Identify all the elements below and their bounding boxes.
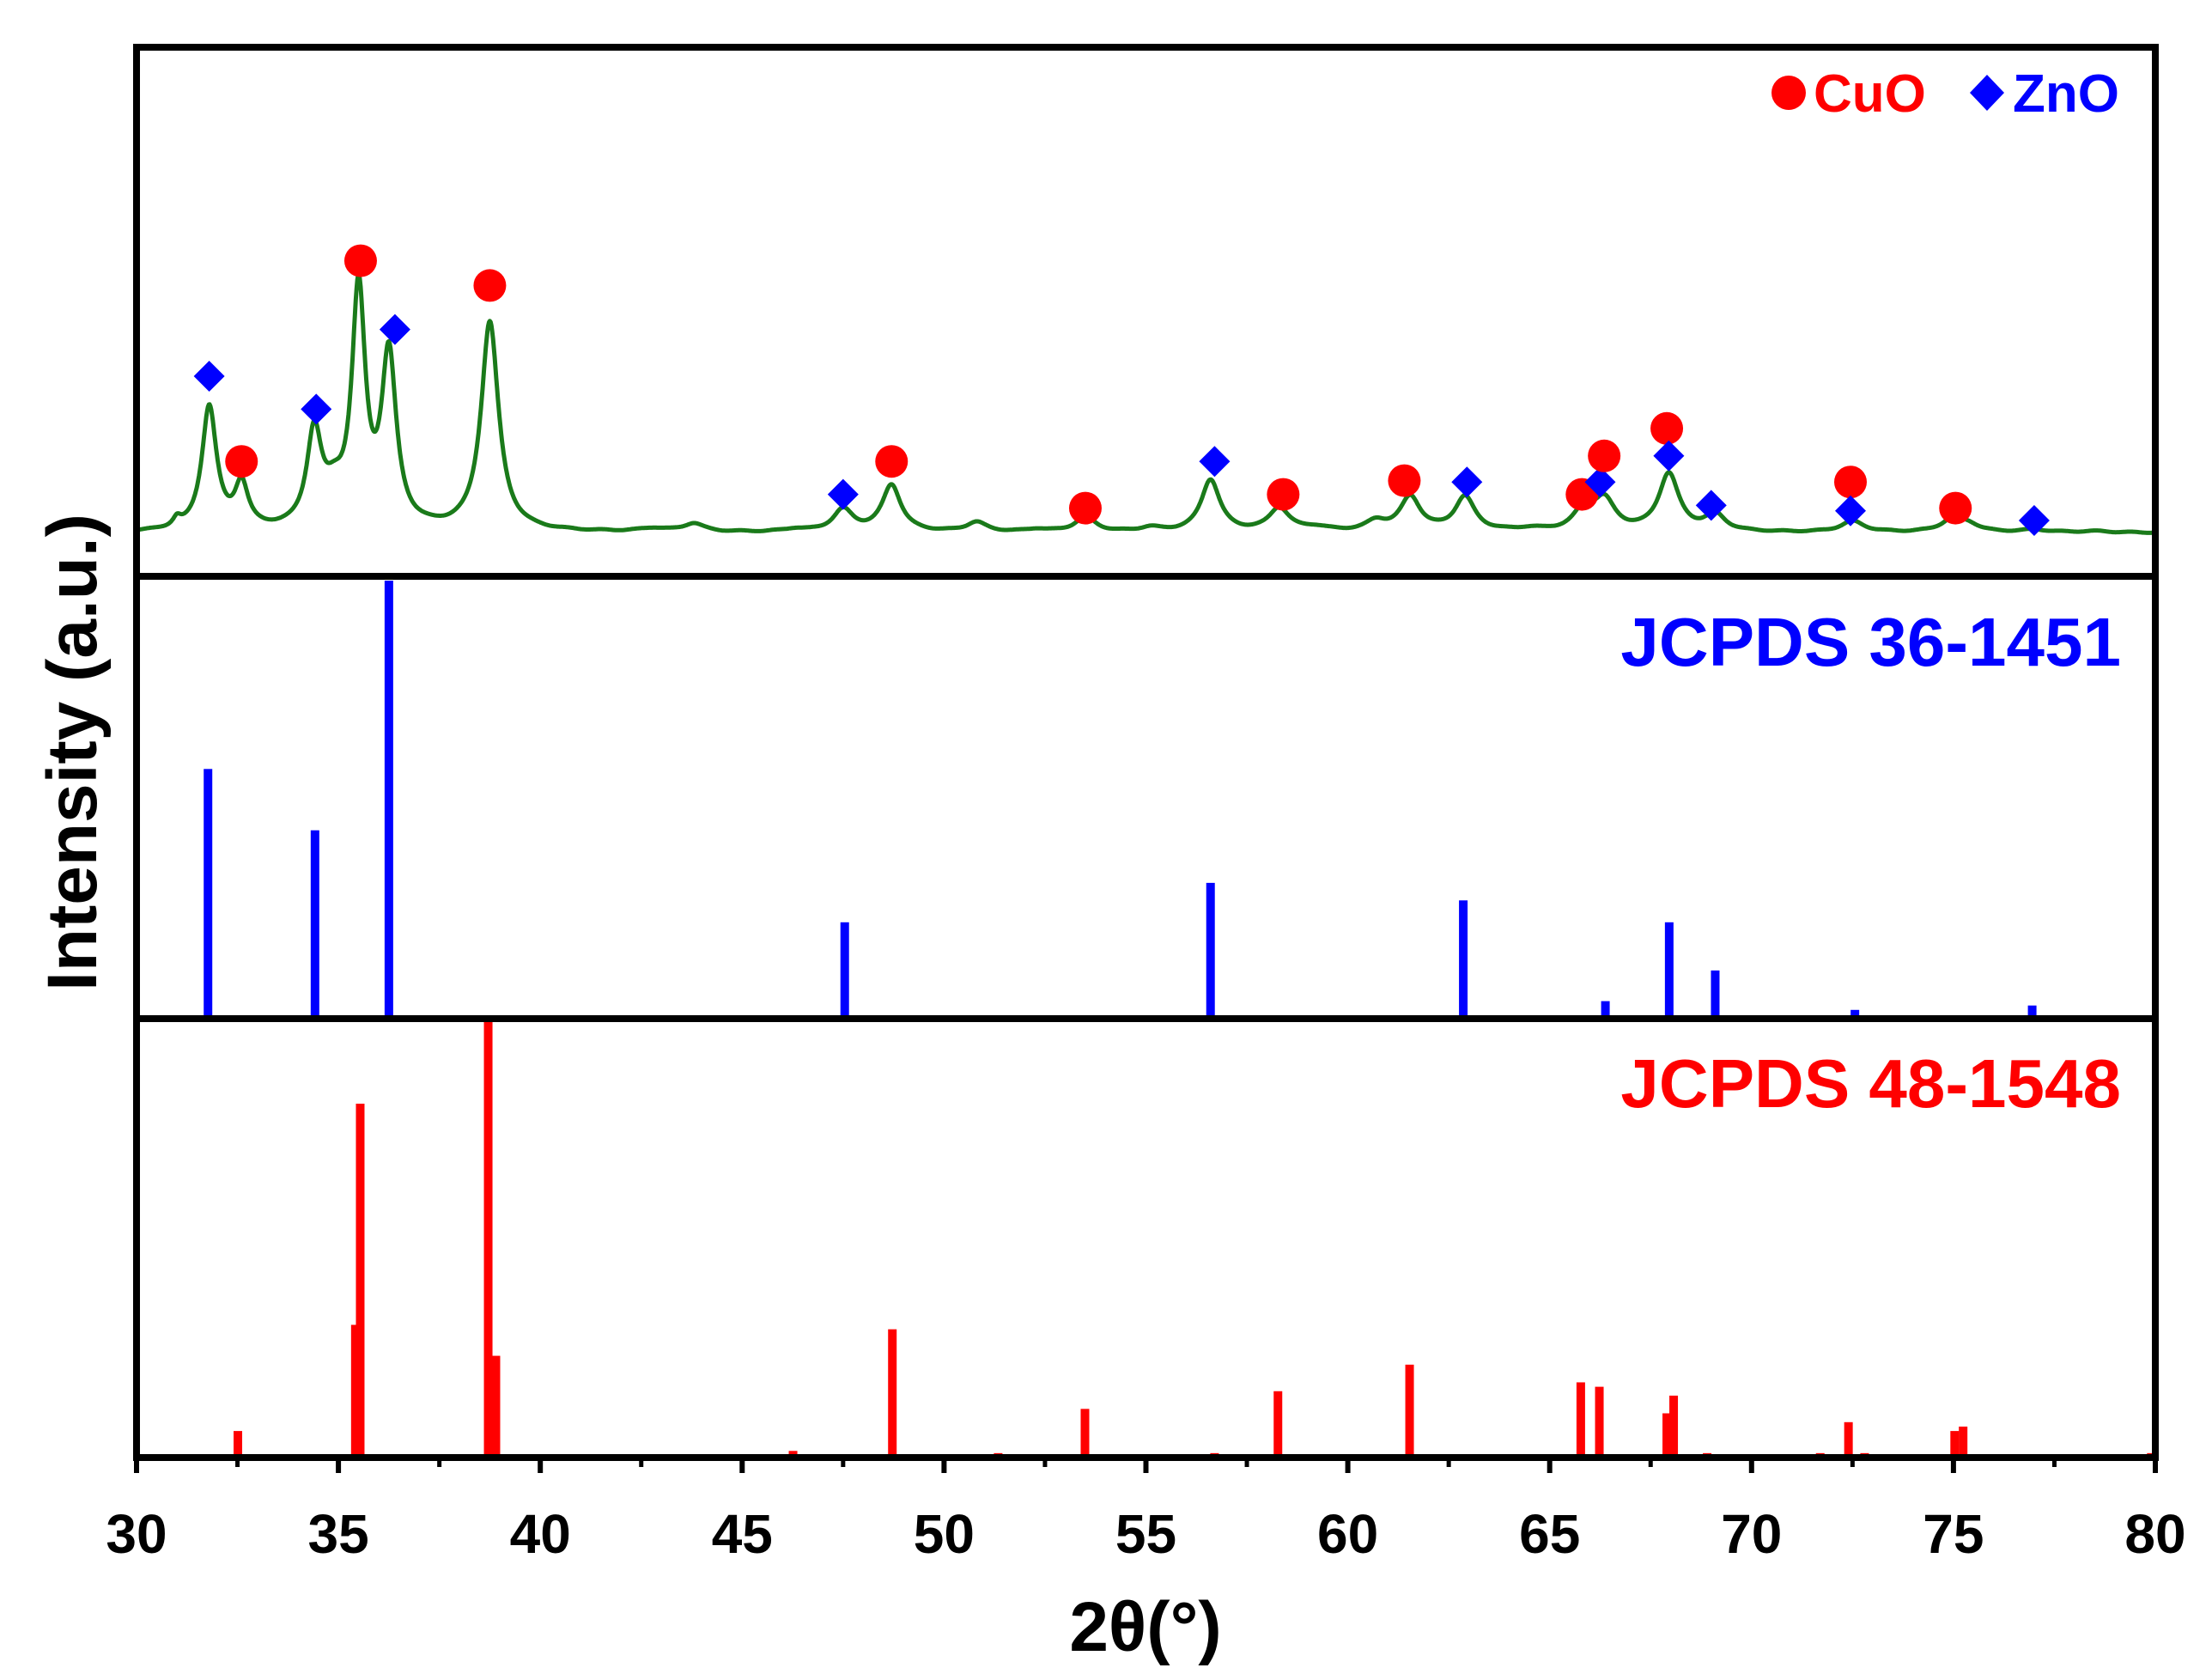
zno-reference-stick — [840, 922, 849, 1019]
legend-zno-marker — [1970, 75, 2004, 111]
cuo-peak-marker — [473, 269, 507, 302]
cuo-reference-stick — [1662, 1413, 1672, 1458]
zno-reference-stick — [1601, 1001, 1610, 1019]
x-tick-label: 45 — [712, 1503, 773, 1565]
plot-border — [133, 44, 2159, 1461]
zno-reference-stick — [310, 830, 319, 1019]
zno-peak-marker — [1834, 495, 1866, 527]
legend: CuO ZnO — [1771, 64, 2119, 124]
zno-peak-marker — [1451, 466, 1483, 498]
cuo-reference-stick — [1959, 1426, 1968, 1458]
cuo-peak-marker — [1388, 464, 1421, 497]
xrd-pattern-line — [137, 272, 2154, 535]
cuo-reference-stick — [1576, 1382, 1585, 1458]
zno-peak-marker — [1584, 466, 1616, 498]
zno-reference-stick — [2027, 1005, 2037, 1019]
zno-reference-stick — [1850, 1009, 1860, 1019]
zno-reference-stick — [204, 769, 213, 1019]
cuo-reference-stick — [1844, 1421, 1853, 1458]
x-tick-label: 60 — [1317, 1503, 1378, 1565]
zno-peak-marker — [1653, 440, 1685, 472]
legend-cuo-label: CuO — [1814, 64, 1926, 124]
cuo-reference-label: JCPDS 48-1548 — [1620, 1045, 2121, 1122]
zno-peak-marker — [1199, 446, 1231, 478]
experimental-pattern-panel — [137, 244, 2154, 536]
zno-reference-stick — [1206, 882, 1215, 1019]
zno-reference-stick — [1664, 922, 1674, 1019]
zno-peak-marker — [193, 361, 225, 392]
cuo-reference-stick — [483, 1015, 493, 1458]
zno-reference-panel — [204, 581, 2037, 1019]
cuo-reference-panel — [234, 1015, 2156, 1458]
x-tick-label: 70 — [1721, 1503, 1782, 1565]
y-axis-title: Intensity (a.u.) — [33, 514, 112, 991]
cuo-peak-marker — [1267, 478, 1300, 511]
cuo-reference-stick — [350, 1324, 360, 1458]
zno-reference-stick — [1711, 970, 1720, 1019]
zno-peak-marker — [827, 478, 859, 510]
x-tick-label: 65 — [1519, 1503, 1580, 1565]
cuo-reference-stick — [356, 1104, 365, 1458]
cuo-reference-stick — [1669, 1395, 1679, 1458]
plot-frame — [133, 44, 2159, 1461]
zno-reference-stick — [1459, 900, 1468, 1019]
cuo-peak-marker — [225, 445, 258, 478]
x-axis: 30 35 40 45 50 55 60 65 70 75 80 — [106, 1458, 2186, 1565]
legend-zno-label: ZnO — [2013, 64, 2119, 124]
cuo-peak-marker — [875, 445, 908, 478]
x-axis-title: 2θ(°) — [1069, 1588, 1221, 1666]
x-tick-label: 35 — [308, 1503, 369, 1565]
cuo-peak-marker — [1939, 491, 1972, 525]
cuo-peak-marker — [1588, 439, 1621, 472]
cuo-reference-stick — [1273, 1391, 1283, 1458]
cuo-reference-stick — [1950, 1431, 1960, 1458]
cuo-reference-stick — [491, 1355, 501, 1458]
zno-peak-marker — [301, 393, 332, 425]
cuo-peak-marker — [1068, 491, 1102, 525]
zno-peak-marker — [2018, 505, 2050, 536]
x-tick-label: 75 — [1923, 1503, 1984, 1565]
x-tick-label: 40 — [510, 1503, 571, 1565]
x-tick-label: 50 — [914, 1503, 975, 1565]
cuo-peak-marker — [1650, 411, 1684, 445]
zno-peak-marker — [1695, 490, 1727, 521]
zno-reference-label: JCPDS 36-1451 — [1620, 604, 2121, 680]
cuo-reference-stick — [1595, 1386, 1604, 1458]
x-tick-label: 55 — [1115, 1503, 1176, 1565]
cuo-reference-stick — [888, 1329, 897, 1458]
x-tick-label: 80 — [2124, 1503, 2185, 1565]
cuo-reference-stick — [1080, 1409, 1090, 1458]
legend-cuo-marker — [1771, 76, 1806, 110]
cuo-reference-stick — [234, 1431, 243, 1458]
zno-reference-stick — [384, 581, 393, 1019]
cuo-peak-marker — [343, 244, 377, 277]
zno-peak-marker — [379, 313, 410, 345]
x-tick-label: 30 — [106, 1503, 167, 1565]
cuo-reference-stick — [1405, 1364, 1414, 1458]
cuo-peak-marker — [1833, 466, 1867, 499]
